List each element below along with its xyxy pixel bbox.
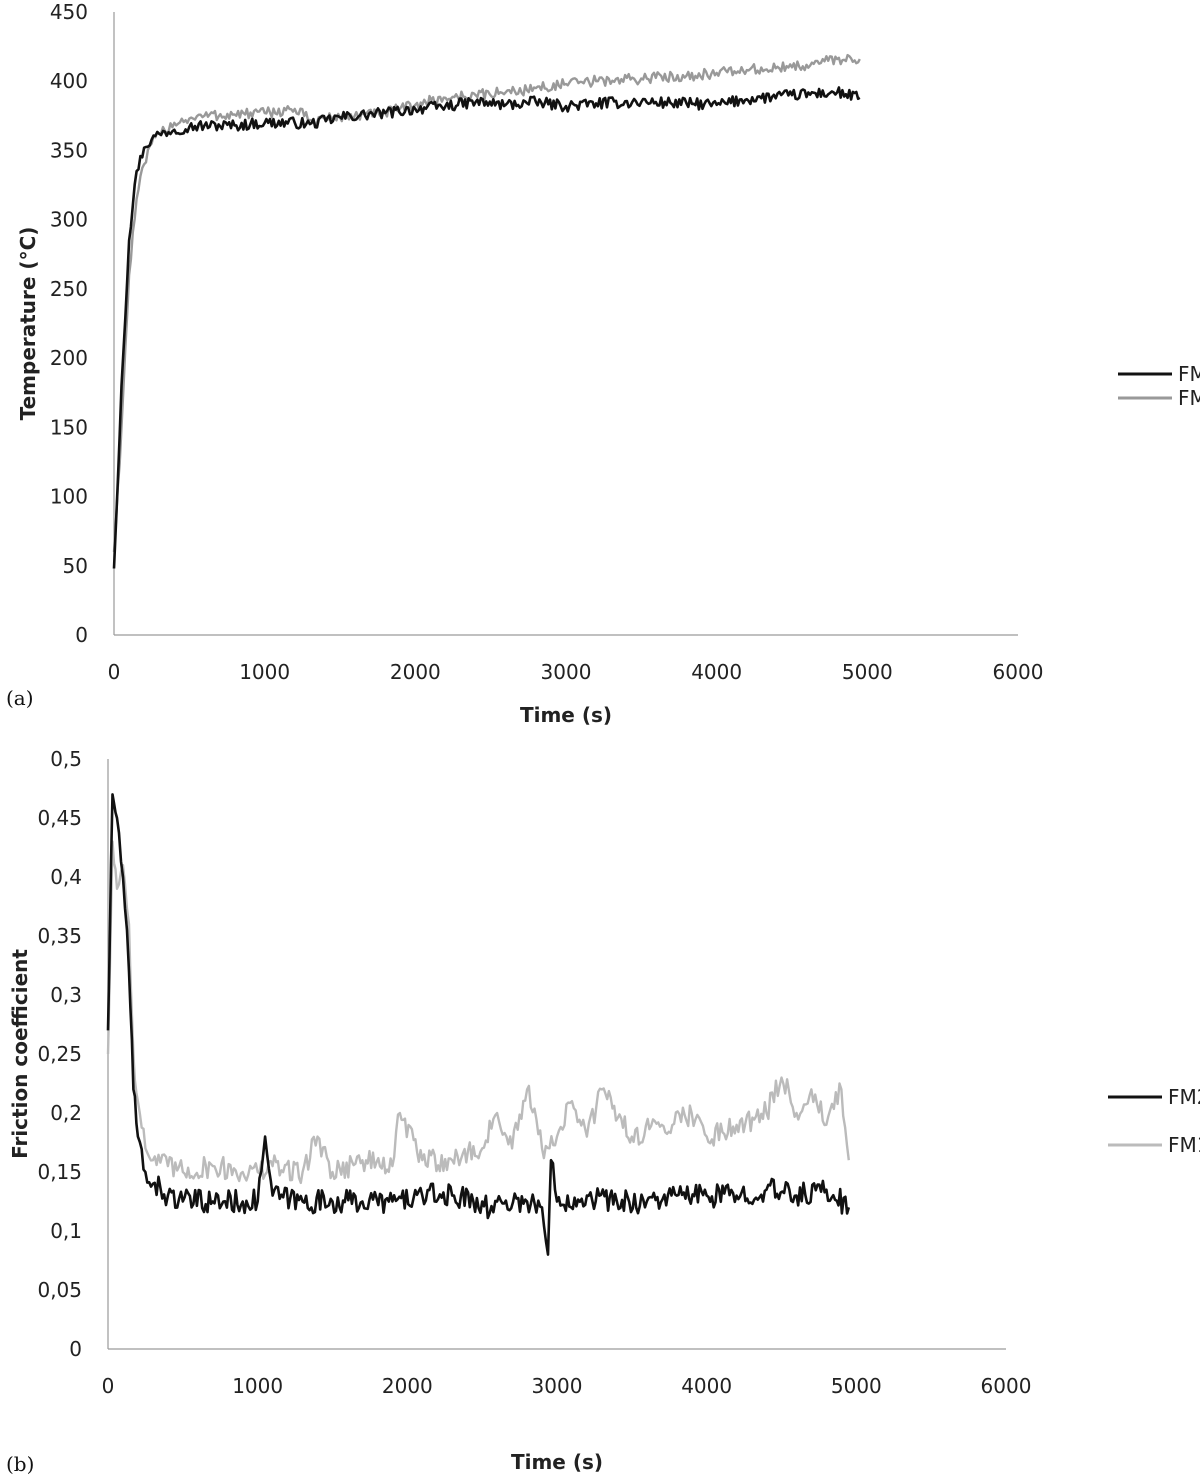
- panel-label: (a): [6, 686, 34, 710]
- chart-b: 0 0,05 0,1 0,15 0,2 0,25 0,3 0,35 0,4 0,45 0,5 0 100…: [6, 747, 1200, 1476]
- x-tick-label: 2000: [382, 1374, 433, 1398]
- y-tick-label: 0,3: [50, 983, 82, 1007]
- x-tick-label: 5000: [842, 660, 893, 684]
- legend-label-fm2: FM2: [1178, 362, 1200, 386]
- y-tick-label: 450: [50, 0, 88, 24]
- y-tick-label: 0,2: [50, 1101, 82, 1125]
- y-tick-label: 250: [50, 277, 88, 301]
- y-tick-label: 0: [69, 1337, 82, 1361]
- x-axis-title: Time (s): [511, 1450, 603, 1474]
- legend-label-fm1: FM1: [1178, 386, 1200, 410]
- panel-label: (b): [6, 1452, 34, 1476]
- legend-label-fm1: FM1: [1168, 1133, 1200, 1157]
- y-tick-label: 0,1: [50, 1219, 82, 1243]
- x-axis-title: Time (s): [520, 703, 612, 727]
- y-tick-label: 150: [50, 415, 88, 439]
- series-line-fm1: [106, 840, 850, 1185]
- y-tick-label: 0,25: [37, 1042, 82, 1066]
- y-tick-label: 200: [50, 346, 88, 370]
- y-axis-title: Friction coefficient: [8, 949, 32, 1159]
- series-line-fm1: [112, 53, 861, 552]
- x-tick-label: 3000: [541, 660, 592, 684]
- x-tick-label: 4000: [681, 1374, 732, 1398]
- x-tick-label: 0: [108, 660, 121, 684]
- series-line-fm2: [106, 793, 851, 1256]
- x-tick-label: 1000: [232, 1374, 283, 1398]
- y-tick-label: 0,15: [37, 1160, 82, 1184]
- x-tick-label: 2000: [390, 660, 441, 684]
- y-tick-label: 100: [50, 485, 88, 509]
- x-tick-label: 6000: [993, 660, 1044, 684]
- y-tick-label: 350: [50, 138, 88, 162]
- x-tick-label: 1000: [239, 660, 290, 684]
- y-axis-title: Temperature (°C): [16, 227, 40, 421]
- y-tick-label: 400: [50, 69, 88, 93]
- x-tick-label: 3000: [532, 1374, 583, 1398]
- series-line-fm2: [112, 86, 861, 569]
- y-tick-label: 0: [75, 623, 88, 647]
- y-tick-label: 0,05: [37, 1278, 82, 1302]
- y-tick-label: 0,4: [50, 865, 82, 889]
- y-tick-label: 50: [63, 554, 88, 578]
- y-tick-label: 0,5: [50, 747, 82, 771]
- x-tick-label: 6000: [981, 1374, 1032, 1398]
- chart-a: 0 50 100 150 200 250 300 350 400 450 0 1000 2000 3000…: [6, 0, 1200, 727]
- y-tick-label: 300: [50, 208, 88, 232]
- y-tick-label: 0,45: [37, 806, 82, 830]
- legend-label-fm2: FM2: [1168, 1085, 1200, 1109]
- y-tick-label: 0,35: [37, 924, 82, 948]
- x-tick-label: 5000: [831, 1374, 882, 1398]
- x-tick-label: 4000: [691, 660, 742, 684]
- x-tick-label: 0: [102, 1374, 115, 1398]
